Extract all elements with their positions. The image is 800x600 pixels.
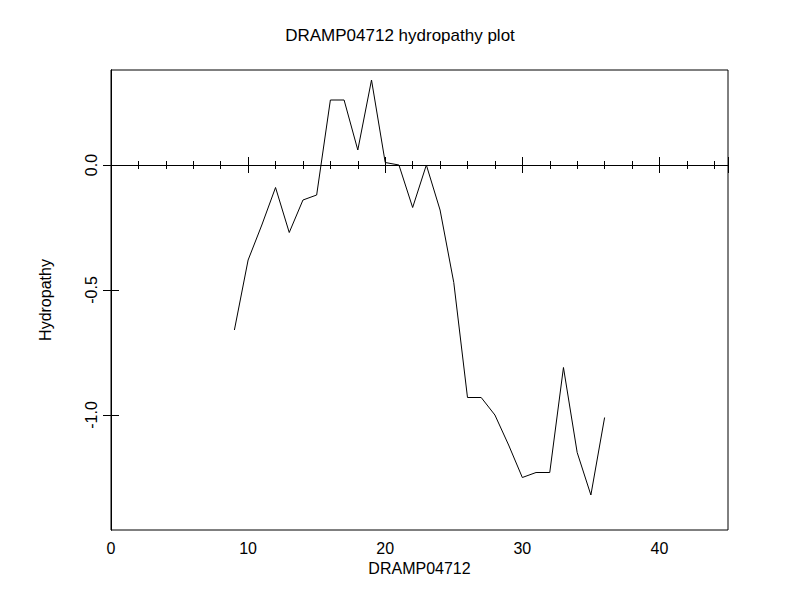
svg-text:DRAMP04712 hydropathy plot: DRAMP04712 hydropathy plot: [285, 26, 515, 45]
svg-text:0: 0: [107, 540, 116, 557]
svg-text:-1.0: -1.0: [83, 401, 100, 429]
svg-text:30: 30: [513, 540, 531, 557]
svg-text:Hydropathy: Hydropathy: [37, 259, 54, 341]
svg-text:40: 40: [651, 540, 669, 557]
svg-text:-0.5: -0.5: [83, 276, 100, 304]
svg-text:DRAMP04712: DRAMP04712: [368, 560, 470, 577]
svg-text:0.0: 0.0: [83, 154, 100, 176]
svg-text:20: 20: [376, 540, 394, 557]
svg-text:10: 10: [239, 540, 257, 557]
